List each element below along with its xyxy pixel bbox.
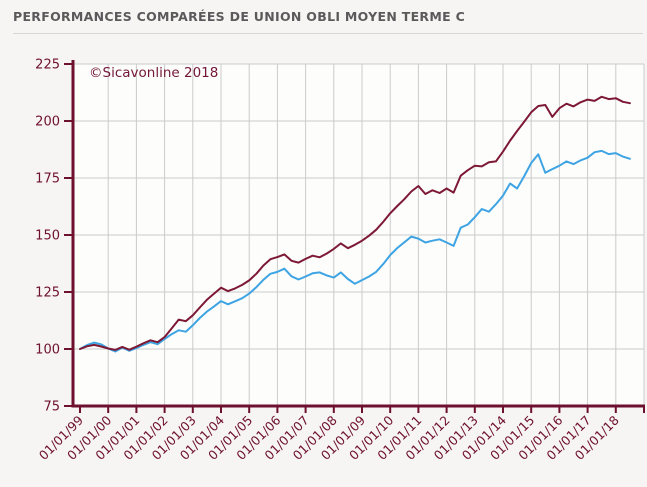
y-tick-label: 200 [35,115,60,130]
y-tick-label: 225 [35,58,60,73]
y-tick-label: 175 [35,172,60,187]
tick-marks-y [64,63,73,407]
gridlines-horizontal [73,63,644,350]
y-tick-label: 100 [35,343,60,358]
page-title: PERFORMANCES COMPARÉES DE UNION OBLI MOY… [13,9,466,24]
gridlines-vertical [107,64,645,406]
title-separator [13,33,643,34]
y-tick-label: 125 [35,286,60,301]
series-line-blue [79,149,631,353]
watermark: ©Sicavonline 2018 [89,65,219,81]
y-tick-label: 75 [43,400,60,415]
tick-marks-x [79,406,645,413]
y-tick-label: 150 [35,229,60,244]
series-line-dark-red [79,95,631,351]
